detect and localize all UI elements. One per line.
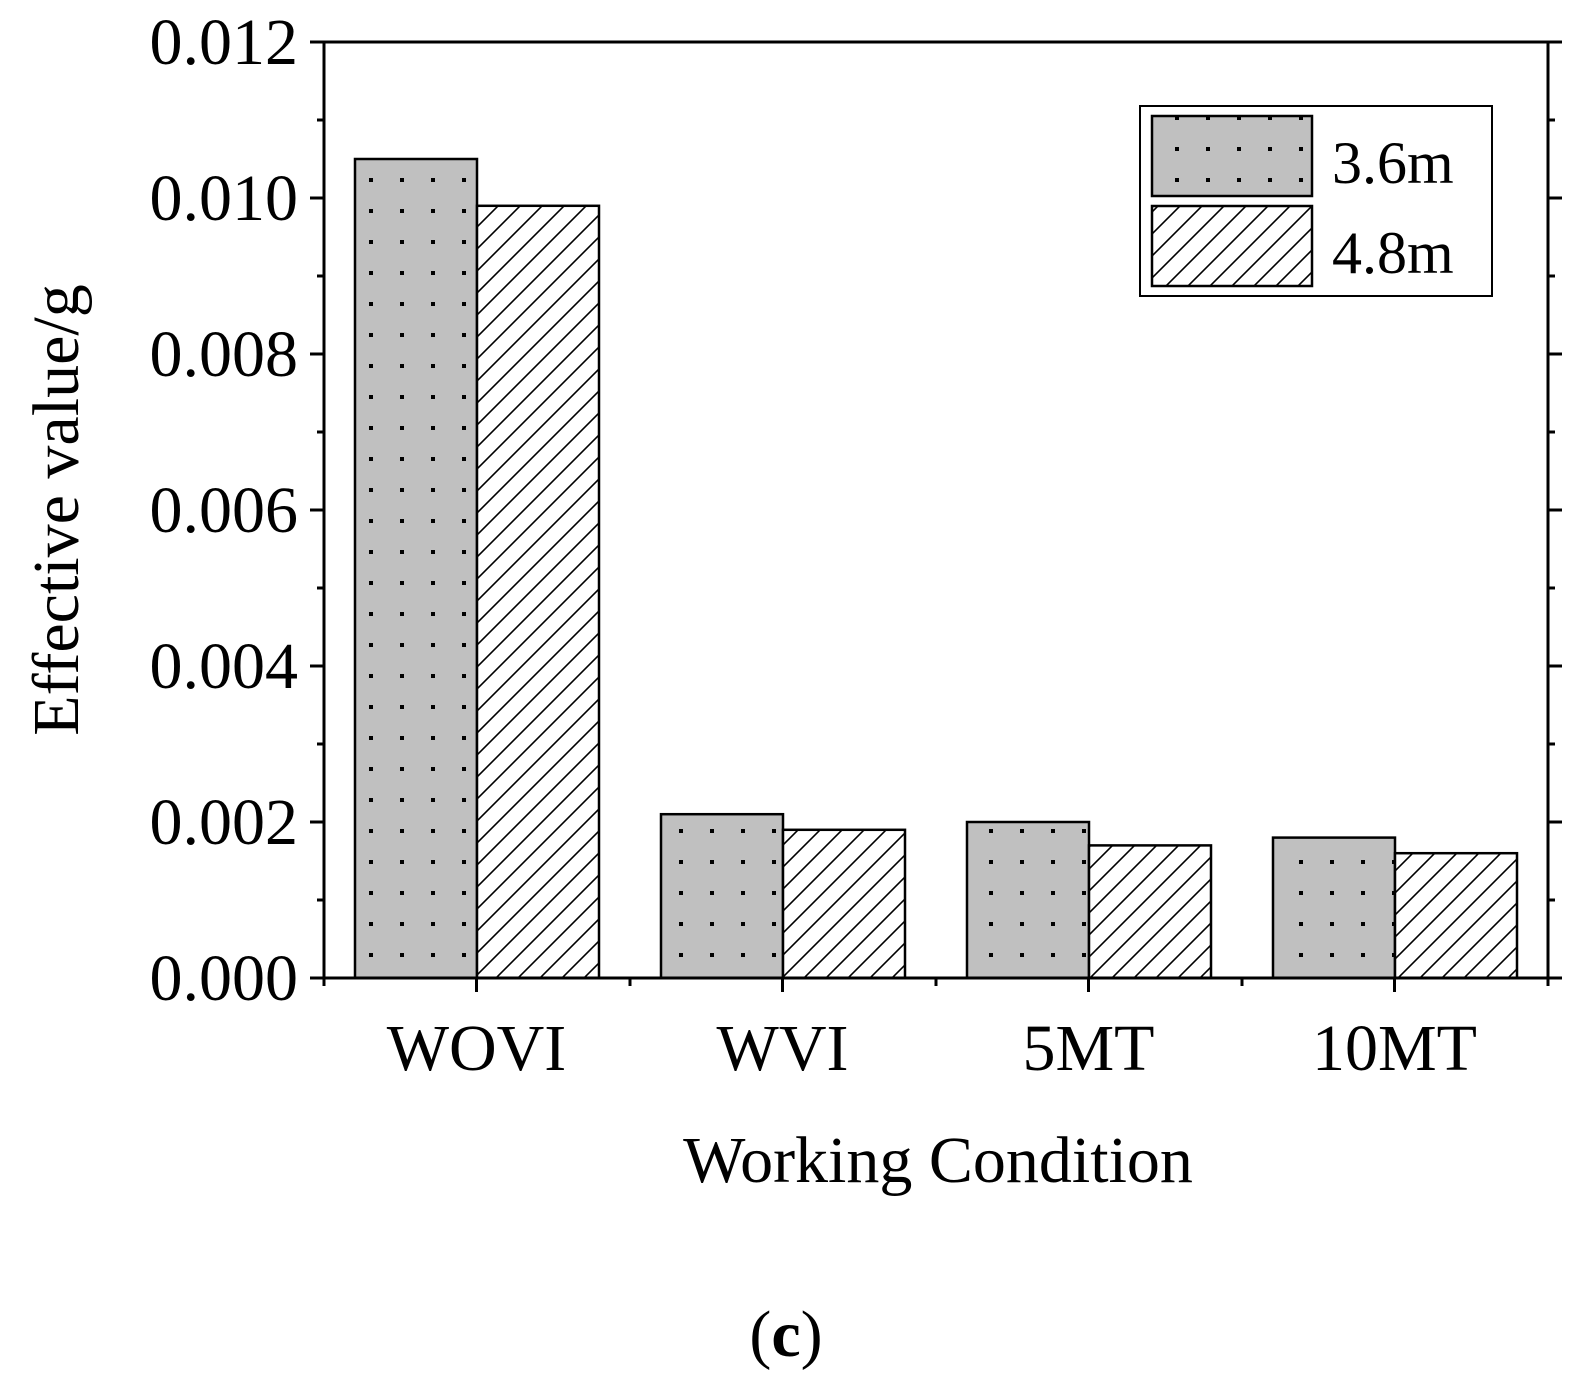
legend-swatch-4-8m [1150,204,1314,288]
x-axis-label: Working Condition [683,1124,1193,1197]
bar-wvi-3-6m [659,812,785,980]
y-tick-label: 0.012 [150,6,299,79]
panel-label-open: ( [749,1298,771,1371]
legend-swatch-3-6m [1150,114,1314,198]
bar-10mt-3-6m [1271,836,1397,980]
axis-ticks: 0.000 0.002 0.004 0.006 0.008 0.010 0.012 WOVI W… [150,6,1562,1085]
y-tick-label: 0.000 [150,942,299,1015]
x-tick-label: WVI [717,1012,849,1085]
bar-5mt-4-8m [1087,844,1213,980]
y-tick-label: 0.004 [150,630,299,703]
y-axis-label: Effective value/g [20,284,93,735]
bar-wovi-4-8m [475,204,601,980]
panel-label-close: ) [801,1298,823,1371]
legend: 3.6m 4.8m [1139,105,1493,297]
bar-5mt-3-6m [965,820,1091,980]
legend-label-4-8m: 4.8m [1332,220,1454,286]
x-tick-label: 10MT [1312,1012,1477,1085]
x-tick-label: 5MT [1023,1012,1155,1085]
y-tick-label: 0.002 [150,786,299,859]
bars-group [353,157,1519,980]
y-tick-label: 0.010 [150,162,299,235]
y-tick-label: 0.008 [150,318,299,391]
y-tick-label: 0.006 [150,474,299,547]
x-tick-label: WOVI [387,1012,567,1085]
legend-label-3-6m: 3.6m [1332,130,1454,196]
panel-label: (c) [749,1298,822,1371]
bar-10mt-4-8m [1393,851,1519,980]
bar-wovi-3-6m [353,157,479,980]
panel-label-letter: c [771,1298,800,1371]
bar-wvi-4-8m [781,828,907,980]
